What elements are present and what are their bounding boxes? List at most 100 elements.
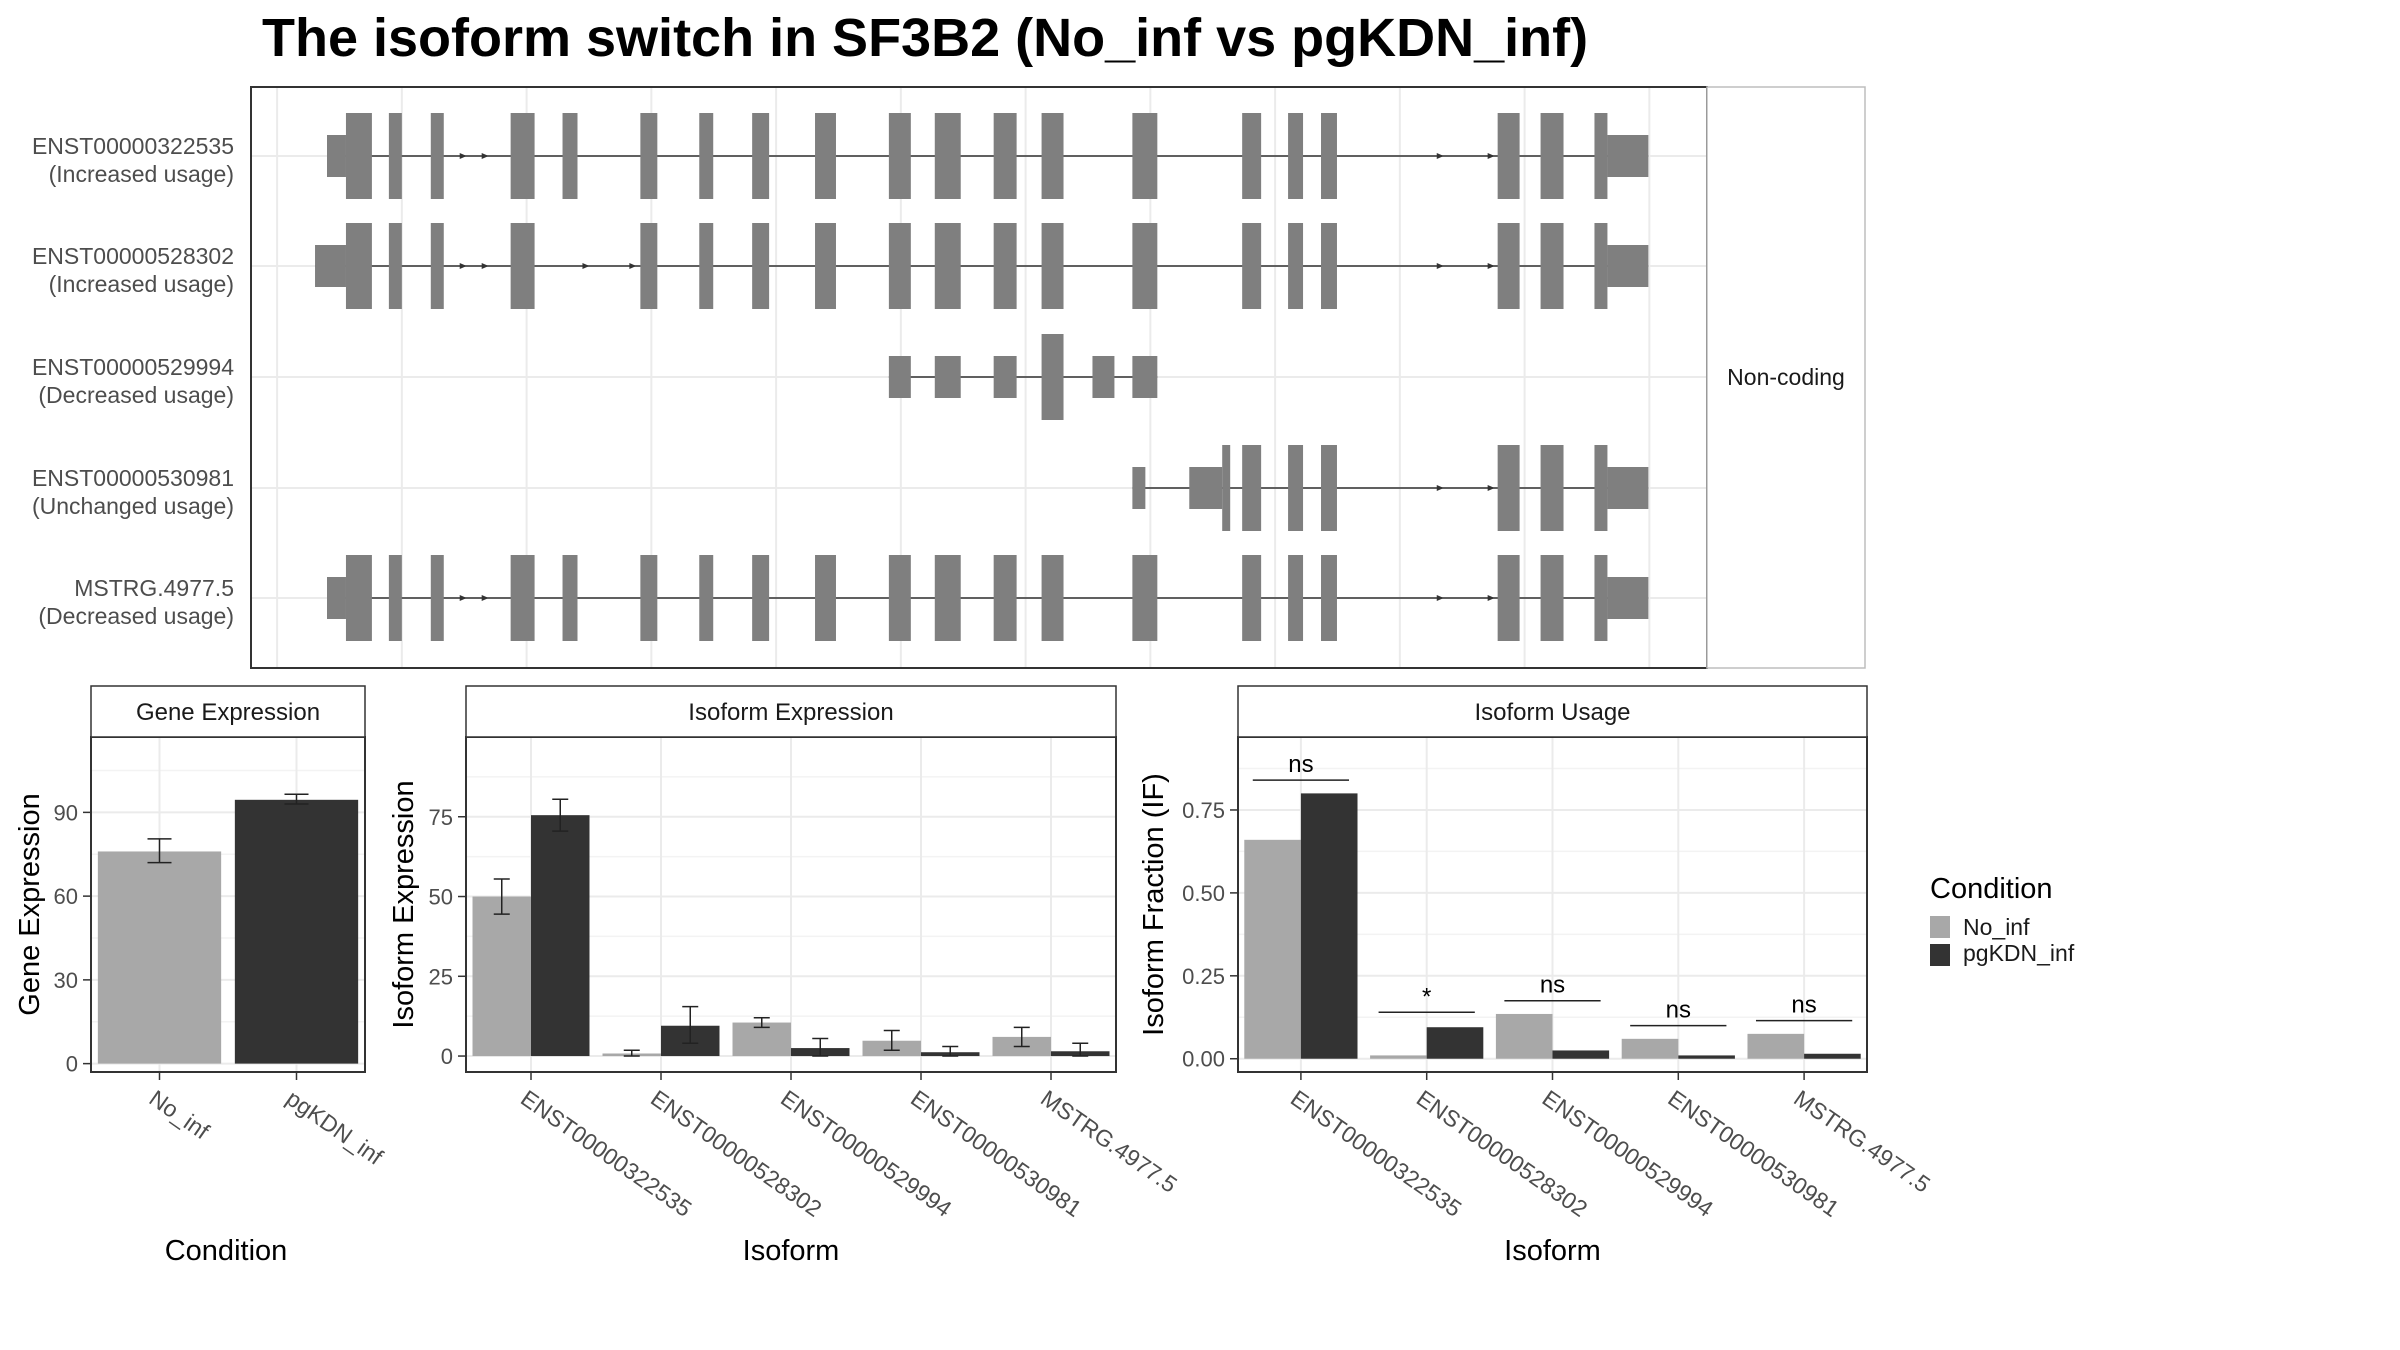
utr-block	[327, 135, 346, 177]
legend-title: Condition	[1930, 873, 2053, 905]
exon-block	[1041, 555, 1064, 641]
transcript-structure-panel: ENST00000322535(Increased usage) ENST0000…	[32, 86, 1866, 669]
exon-block	[388, 555, 402, 641]
utr-block	[1092, 356, 1115, 398]
facet-strip	[1237, 685, 1868, 738]
y-tick-label: 60	[54, 884, 78, 909]
y-tick-label: 90	[54, 800, 78, 825]
non-coding-label: Non-coding	[1727, 364, 1845, 390]
strand-arrow	[459, 595, 467, 601]
significance-label: ns	[1288, 751, 1313, 778]
exon-block	[752, 113, 770, 199]
exon-block	[752, 555, 770, 641]
significance-label: *	[1422, 983, 1431, 1010]
transcript-usage-label: (Unchanged usage)	[32, 493, 234, 519]
exon-block	[1540, 445, 1564, 531]
strand-arrow	[481, 153, 489, 159]
exon-block	[1242, 223, 1262, 309]
exon-block	[1540, 555, 1564, 641]
exon-block	[888, 113, 911, 199]
x-axis-label: Isoform	[1504, 1235, 1601, 1267]
x-tick-label: No_inf	[145, 1085, 215, 1145]
legend-label-pgkdn-inf: pgKDN_inf	[1963, 940, 2075, 966]
legend-swatch-no-inf	[1930, 916, 1950, 938]
y-tick-label: 0.00	[1182, 1047, 1225, 1072]
bar-panels: Gene Expression 0 30 60 90 No_inf pgKDN_inf Gen…	[14, 685, 1935, 1267]
utr-block	[1607, 135, 1649, 177]
utr-block	[888, 356, 911, 398]
exon-block	[1594, 445, 1608, 531]
exon-block	[345, 223, 372, 309]
utr-block	[315, 245, 346, 287]
exon-block	[993, 113, 1017, 199]
exon-block	[1594, 113, 1608, 199]
strand-arrow	[1487, 595, 1495, 601]
chart-panel-0: Gene Expression 0 30 60 90 No_inf pgKDN_inf Gen…	[14, 685, 389, 1267]
exon-block	[1041, 334, 1064, 420]
exon-block	[430, 555, 444, 641]
exon-block	[1288, 445, 1304, 531]
bar-no-inf	[1747, 1033, 1805, 1059]
legend: Condition No_inf pgKDN_inf	[1930, 873, 2075, 966]
utr-block	[1132, 467, 1146, 509]
exon-block	[1497, 223, 1520, 309]
significance-label: ns	[1540, 972, 1565, 999]
utr-block	[993, 356, 1017, 398]
y-tick-label: 0.25	[1182, 964, 1225, 989]
transcript-id-label: ENST00000529994	[32, 354, 234, 380]
transcript-usage-label: (Increased usage)	[49, 161, 234, 187]
significance-label: ns	[1666, 997, 1691, 1024]
x-axis-label: Condition	[165, 1235, 288, 1267]
exon-block	[815, 555, 836, 641]
bar-pgkdn-inf	[234, 799, 359, 1064]
strand-arrow	[1436, 595, 1444, 601]
exon-block	[510, 223, 535, 309]
transcript-id-label: ENST00000322535	[32, 133, 234, 159]
utr-block	[1607, 467, 1649, 509]
exon-block	[345, 555, 372, 641]
exon-block	[510, 555, 535, 641]
exon-block	[640, 223, 658, 309]
strand-arrow	[459, 153, 467, 159]
non-coding-strip	[1706, 86, 1866, 669]
exon-block	[1540, 113, 1564, 199]
utr-block	[934, 356, 961, 398]
exon-block	[815, 113, 836, 199]
strand-arrow	[481, 595, 489, 601]
exon-block	[699, 555, 714, 641]
exon-block	[1321, 223, 1337, 309]
y-tick-label: 0	[66, 1052, 78, 1077]
exon-block	[934, 555, 961, 641]
exon-block	[1288, 223, 1304, 309]
utr-block	[1189, 467, 1223, 509]
exon-block	[1594, 223, 1608, 309]
strand-arrow	[459, 263, 467, 269]
exon-block	[888, 223, 911, 309]
exon-block	[1321, 555, 1337, 641]
exon-block	[1321, 445, 1337, 531]
bar-pgkdn-inf	[1552, 1050, 1610, 1059]
utr-block	[1607, 245, 1649, 287]
y-axis-label: Gene Expression	[14, 793, 46, 1015]
x-tick-label: pgKDN_inf	[282, 1085, 389, 1170]
exon-block	[562, 555, 578, 641]
strand-arrow	[1436, 485, 1444, 491]
y-axis-label: Isoform Expression	[388, 780, 420, 1028]
strand-arrow	[1436, 263, 1444, 269]
exon-block	[888, 555, 911, 641]
x-axis-label: Isoform	[743, 1235, 840, 1267]
utr-block	[1607, 577, 1649, 619]
strand-arrow	[1487, 263, 1495, 269]
exon-block	[388, 223, 402, 309]
bar-pgkdn-inf	[1678, 1055, 1735, 1059]
strand-arrow	[481, 263, 489, 269]
y-tick-label: 50	[429, 885, 453, 910]
exon-block	[1132, 113, 1158, 199]
strand-arrow	[1436, 153, 1444, 159]
bar-pgkdn-inf	[531, 815, 590, 1057]
bar-no-inf	[1621, 1038, 1679, 1059]
transcript-id-label: ENST00000528302	[32, 243, 234, 269]
bar-pgkdn-inf	[1300, 793, 1358, 1059]
exon-block	[699, 113, 714, 199]
